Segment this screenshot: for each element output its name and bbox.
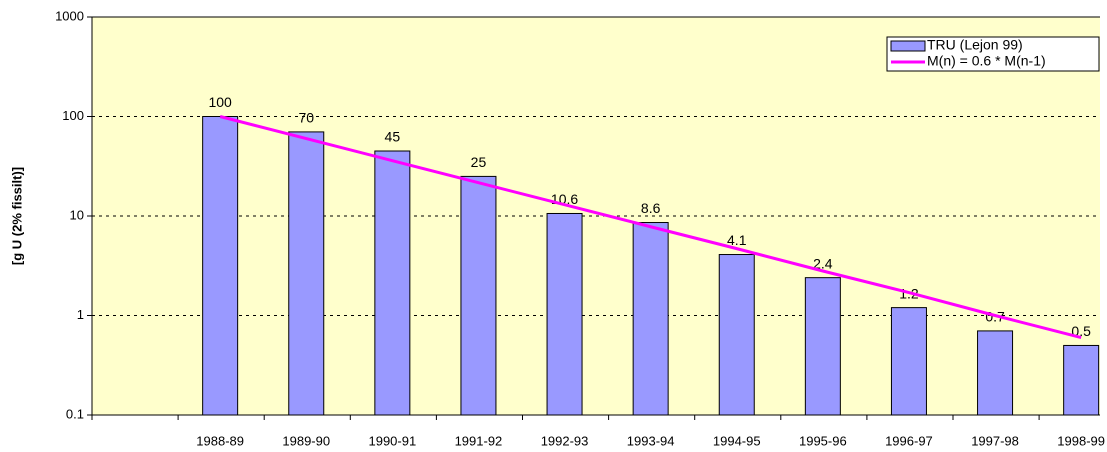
x-tick-label: 1996-97 xyxy=(885,433,933,448)
bar xyxy=(1063,344,1100,416)
bar xyxy=(374,150,411,416)
data-label: 45 xyxy=(385,129,401,145)
legend-swatch xyxy=(890,40,926,52)
data-label: 70 xyxy=(298,110,314,126)
data-label: 4.1 xyxy=(727,232,747,248)
line xyxy=(219,115,1082,340)
bar xyxy=(546,212,583,416)
x-tick-label: 1989-90 xyxy=(282,433,330,448)
legend-label: M(n) = 0.6 * M(n-1) xyxy=(927,53,1046,69)
x-tick-label: 1988-89 xyxy=(196,433,244,448)
y-tick-label: 1000 xyxy=(55,8,84,23)
x-tick-label: 1991-92 xyxy=(455,433,503,448)
x-tick-label: 1998-99 xyxy=(1057,433,1105,448)
data-label: 2.4 xyxy=(813,255,833,271)
bar xyxy=(890,307,927,416)
x-tick-label: 1994-95 xyxy=(713,433,761,448)
bar xyxy=(288,131,325,416)
data-label: 8.6 xyxy=(641,200,661,216)
y-tick-label: 10 xyxy=(70,207,84,222)
bar xyxy=(804,277,841,416)
x-tick-label: 1997-98 xyxy=(971,433,1019,448)
x-tick-label: 1993-94 xyxy=(627,433,675,448)
y-tick-label: 100 xyxy=(62,108,84,123)
y-axis-label: [g U (2% fissilt)] xyxy=(9,167,24,265)
y-tick-label: 1 xyxy=(77,307,84,322)
bar xyxy=(202,116,239,416)
bar xyxy=(718,254,755,416)
legend-label: TRU (Lejon 99) xyxy=(927,37,1023,53)
x-tick-label: 1995-96 xyxy=(799,433,847,448)
y-tick-label: 0.1 xyxy=(66,406,84,421)
data-label: 100 xyxy=(208,94,232,110)
x-tick-label: 1992-93 xyxy=(541,433,589,448)
bar xyxy=(460,175,497,416)
bar xyxy=(632,222,669,416)
bar xyxy=(977,330,1014,416)
x-tick-label: 1990-91 xyxy=(368,433,416,448)
data-label: 25 xyxy=(471,154,487,170)
